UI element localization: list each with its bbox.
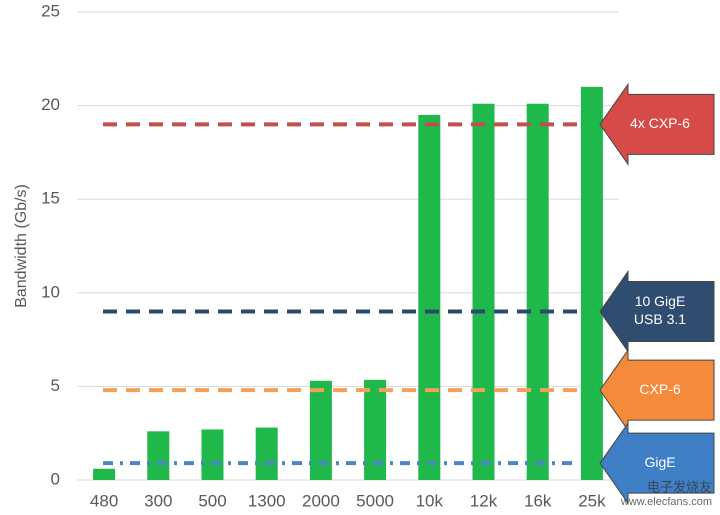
y-tick-label: 15 <box>41 189 60 208</box>
x-tick-label: 5000 <box>356 491 394 510</box>
x-tick-label: 480 <box>90 491 118 510</box>
x-tick-label: 2000 <box>302 491 340 510</box>
arrow <box>599 421 715 505</box>
x-tick-label: 12k <box>470 491 498 510</box>
arrow-label: USB 3.1 <box>634 311 686 327</box>
bar <box>526 103 549 480</box>
bar <box>93 468 116 480</box>
y-tick-label: 25 <box>41 1 60 20</box>
y-axis-label: Bandwidth (Gb/s) <box>13 184 30 308</box>
x-tick-label: 300 <box>144 491 172 510</box>
bar <box>580 86 603 480</box>
x-tick-label: 16k <box>524 491 552 510</box>
x-tick-label: 1300 <box>248 491 286 510</box>
y-tick-label: 20 <box>41 95 60 114</box>
bar <box>255 427 278 480</box>
bar <box>364 379 387 480</box>
watermark: www.elecfans.com <box>620 496 712 508</box>
y-tick-label: 5 <box>51 376 60 395</box>
y-tick-label: 0 <box>51 469 60 488</box>
bar <box>418 114 441 481</box>
arrow <box>599 82 715 166</box>
bar <box>147 431 170 480</box>
bar <box>472 103 495 480</box>
arrow-label: 10 GigE <box>635 293 686 309</box>
y-tick-label: 10 <box>41 282 60 301</box>
arrow-label: 4x CXP-6 <box>630 115 690 131</box>
bar <box>201 429 224 480</box>
x-tick-label: 25k <box>578 491 606 510</box>
watermark: 电子发烧友 <box>647 479 712 494</box>
bar <box>309 380 332 480</box>
arrow-label: CXP-6 <box>639 381 680 397</box>
x-tick-label: 500 <box>198 491 226 510</box>
arrow-label: GigE <box>644 454 675 470</box>
x-tick-label: 10k <box>416 491 444 510</box>
